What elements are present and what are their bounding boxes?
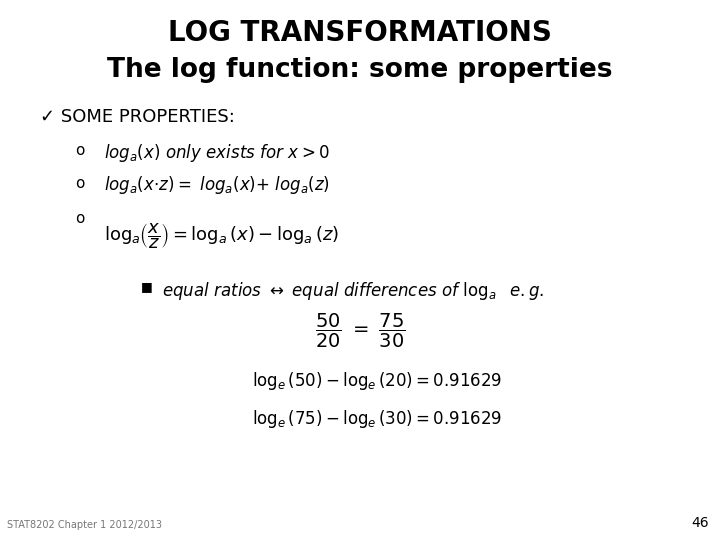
Text: $\log_a\!\left(\dfrac{x}{z}\right) = \log_a(x) - \log_a(z)$: $\log_a\!\left(\dfrac{x}{z}\right) = \lo… bbox=[104, 221, 339, 251]
Text: $\mathit{log}_{\mathit{a}}\mathit{(x{\cdot}z){=}\ log}_{\mathit{a}}\mathit{(x){+: $\mathit{log}_{\mathit{a}}\mathit{(x{\cd… bbox=[104, 174, 330, 197]
Text: $\log_e(75) - \log_e(30) = 0.91629$: $\log_e(75) - \log_e(30) = 0.91629$ bbox=[252, 408, 502, 430]
Text: 46: 46 bbox=[692, 516, 709, 530]
Text: o: o bbox=[76, 211, 85, 226]
Text: LOG TRANSFORMATIONS: LOG TRANSFORMATIONS bbox=[168, 19, 552, 47]
Text: o: o bbox=[76, 176, 85, 191]
Text: $\dfrac{50}{20}\ =\ \dfrac{75}{30}$: $\dfrac{50}{20}\ =\ \dfrac{75}{30}$ bbox=[315, 312, 405, 350]
Text: $\blacksquare$: $\blacksquare$ bbox=[140, 281, 153, 295]
Text: The log function: some properties: The log function: some properties bbox=[107, 57, 613, 83]
Text: STAT8202 Chapter 1 2012/2013: STAT8202 Chapter 1 2012/2013 bbox=[7, 520, 162, 530]
Text: o: o bbox=[76, 143, 85, 158]
Text: ✓ SOME PROPERTIES:: ✓ SOME PROPERTIES: bbox=[40, 108, 235, 126]
Text: $\mathit{log}_{\mathit{a}}\mathit{(x)\ only\ exists\ for\ x{>}0}$: $\mathit{log}_{\mathit{a}}\mathit{(x)\ o… bbox=[104, 142, 330, 164]
Text: $\log_e(50) - \log_e(20) = 0.91629$: $\log_e(50) - \log_e(20) = 0.91629$ bbox=[252, 370, 502, 392]
Text: $\mathit{equal\ ratios}\ \leftrightarrow\ \mathit{equal\ differences\ of\ \log_a: $\mathit{equal\ ratios}\ \leftrightarrow… bbox=[162, 280, 544, 302]
